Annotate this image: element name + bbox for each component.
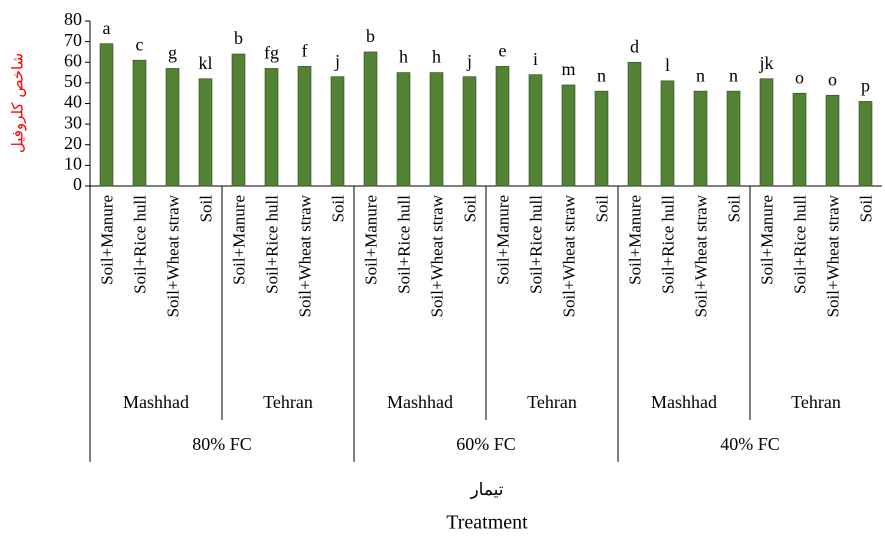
bar — [429, 72, 444, 187]
bar-annotation: o — [795, 67, 804, 87]
x-tick-label: Soil — [329, 195, 348, 223]
bar — [462, 76, 477, 187]
y-tick-label: 20 — [64, 133, 82, 153]
bar — [561, 84, 576, 187]
bar-annotation: fg — [264, 43, 279, 63]
bar-annotation: b — [366, 26, 375, 46]
x-axis-title: تیمار — [469, 480, 503, 500]
group-label: Tehran — [791, 392, 841, 412]
x-tick-label: Soil+Wheat straw — [296, 194, 315, 317]
bar-annotation: jk — [758, 53, 773, 73]
bar — [396, 72, 411, 187]
bar — [858, 101, 873, 187]
bar — [363, 51, 378, 187]
bar-annotation: h — [432, 47, 441, 67]
y-tick-label: 0 — [73, 174, 82, 194]
bar-annotation: kl — [198, 53, 212, 73]
x-tick-label: Soil — [197, 195, 216, 223]
bar — [264, 68, 279, 187]
x-tick-label: Soil — [725, 195, 744, 223]
bar — [759, 78, 774, 187]
x-tick-label: Soil+Manure — [362, 195, 381, 285]
group-label: Mashhad — [387, 392, 453, 412]
x-tick-label: Soil+Manure — [626, 195, 645, 285]
bar — [726, 90, 741, 187]
bar — [660, 80, 675, 187]
x-tick-label: Soil+Rice hull — [395, 195, 414, 294]
bar — [792, 92, 807, 187]
bar — [330, 76, 345, 187]
x-tick-label: Soil+Wheat straw — [692, 194, 711, 317]
bar-annotation: b — [234, 28, 243, 48]
x-tick-label: Soil+Wheat straw — [428, 194, 447, 317]
bar-annotation: j — [334, 51, 340, 71]
y-tick-label: 10 — [64, 154, 82, 174]
x-tick-label: Soil+Manure — [758, 195, 777, 285]
bar — [231, 53, 246, 187]
bar-annotation: j — [466, 51, 472, 71]
bar — [132, 59, 147, 187]
bar-annotation: h — [399, 47, 408, 67]
x-tick-label: Soil+Wheat straw — [164, 194, 183, 317]
y-tick-label: 60 — [64, 50, 82, 70]
x-axis-title-en: Treatment — [446, 512, 528, 534]
bar-annotation: n — [729, 65, 738, 85]
bar-annotation: o — [828, 69, 837, 89]
bar — [825, 94, 840, 187]
x-tick-label: Soil+Rice hull — [791, 195, 810, 294]
bar-annotation: g — [168, 43, 177, 63]
x-tick-label: Soil+Manure — [98, 195, 117, 285]
bar — [495, 66, 510, 187]
bar — [198, 78, 213, 187]
group-label: Tehran — [263, 392, 313, 412]
supergroup-label: 80% FC — [192, 434, 252, 454]
bar-annotation: e — [499, 41, 507, 61]
bar-annotation: p — [861, 76, 870, 96]
x-tick-label: Soil+Rice hull — [263, 195, 282, 294]
group-label: Tehran — [527, 392, 577, 412]
supergroup-label: 60% FC — [456, 434, 516, 454]
bar-annotation: n — [597, 65, 606, 85]
x-tick-label: Soil — [593, 195, 612, 223]
x-tick-label: Soil — [857, 195, 876, 223]
x-tick-label: Soil+Rice hull — [659, 195, 678, 294]
y-tick-label: 30 — [64, 112, 82, 132]
bar — [627, 61, 642, 187]
x-tick-label: Soil+Wheat straw — [560, 194, 579, 317]
bar — [297, 66, 312, 187]
bar — [528, 74, 543, 187]
bar-annotation: c — [136, 34, 144, 54]
bar-annotation: n — [696, 65, 705, 85]
x-tick-label: Soil+Manure — [230, 195, 249, 285]
y-tick-label: 40 — [64, 92, 82, 112]
bar-annotation: l — [665, 55, 670, 75]
x-tick-label: Soil+Rice hull — [131, 195, 150, 294]
x-tick-label: Soil+Wheat straw — [824, 194, 843, 317]
bar — [693, 90, 708, 187]
y-tick-label: 50 — [64, 71, 82, 91]
bar — [165, 68, 180, 187]
group-label: Mashhad — [123, 392, 189, 412]
y-tick-label: 80 — [64, 9, 82, 29]
y-tick-label: 70 — [64, 30, 82, 50]
supergroup-label: 40% FC — [720, 434, 780, 454]
bar-annotation: i — [533, 49, 538, 69]
x-tick-label: Soil+Rice hull — [527, 195, 546, 294]
bar-annotation: m — [561, 59, 575, 79]
bar-annotation: f — [302, 41, 308, 61]
bar-annotation: d — [630, 36, 639, 56]
bar-annotation: a — [103, 18, 111, 38]
x-tick-label: Soil — [461, 195, 480, 223]
y-axis-title: شاخص کلروفیل — [9, 53, 27, 153]
x-tick-label: Soil+Manure — [494, 195, 513, 285]
bar — [594, 90, 609, 187]
bar — [99, 43, 114, 187]
group-label: Mashhad — [651, 392, 717, 412]
